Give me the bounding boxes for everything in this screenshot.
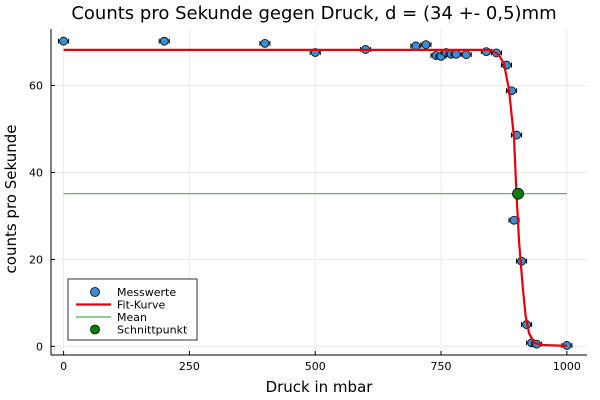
y-tick-label: 20 <box>29 253 43 266</box>
y-tick-label: 60 <box>29 80 43 93</box>
legend-box <box>67 278 198 341</box>
y-axis-label: counts pro Sekunde <box>2 125 20 274</box>
data-point-messwerte <box>159 36 169 46</box>
chart-title: Counts pro Sekunde gegen Druck, d = (34 … <box>71 3 556 24</box>
x-tick-label: 250 <box>179 360 200 373</box>
data-point-schnittpunkt <box>512 187 524 200</box>
data-point-messwerte <box>421 40 431 50</box>
data-point-messwerte <box>59 36 68 46</box>
data-point-messwerte <box>461 50 471 60</box>
legend-label-messwerte: Messwerte <box>117 286 176 299</box>
x-axis-label: Druck in mbar <box>266 378 374 396</box>
data-point-messwerte <box>451 49 461 59</box>
x-tick-label: 750 <box>431 360 452 373</box>
legend-label-mean: Mean <box>117 311 147 324</box>
y-tick-label: 40 <box>29 166 43 179</box>
data-point-messwerte <box>260 38 270 48</box>
legend-marker-messwerte <box>90 287 100 297</box>
y-tick-label: 0 <box>36 340 43 353</box>
x-tick-label: 1000 <box>553 360 581 373</box>
x-tick-label: 500 <box>305 360 326 373</box>
legend-marker-schnittpunkt <box>90 324 100 335</box>
data-point-messwerte <box>411 41 421 51</box>
legend-label-fit-kurve: Fit-Kurve <box>117 299 166 312</box>
series-fit-curve <box>63 48 567 347</box>
legend-label-schnittpunkt: Schnittpunkt <box>117 324 188 337</box>
x-tick-label: 0 <box>60 360 67 373</box>
